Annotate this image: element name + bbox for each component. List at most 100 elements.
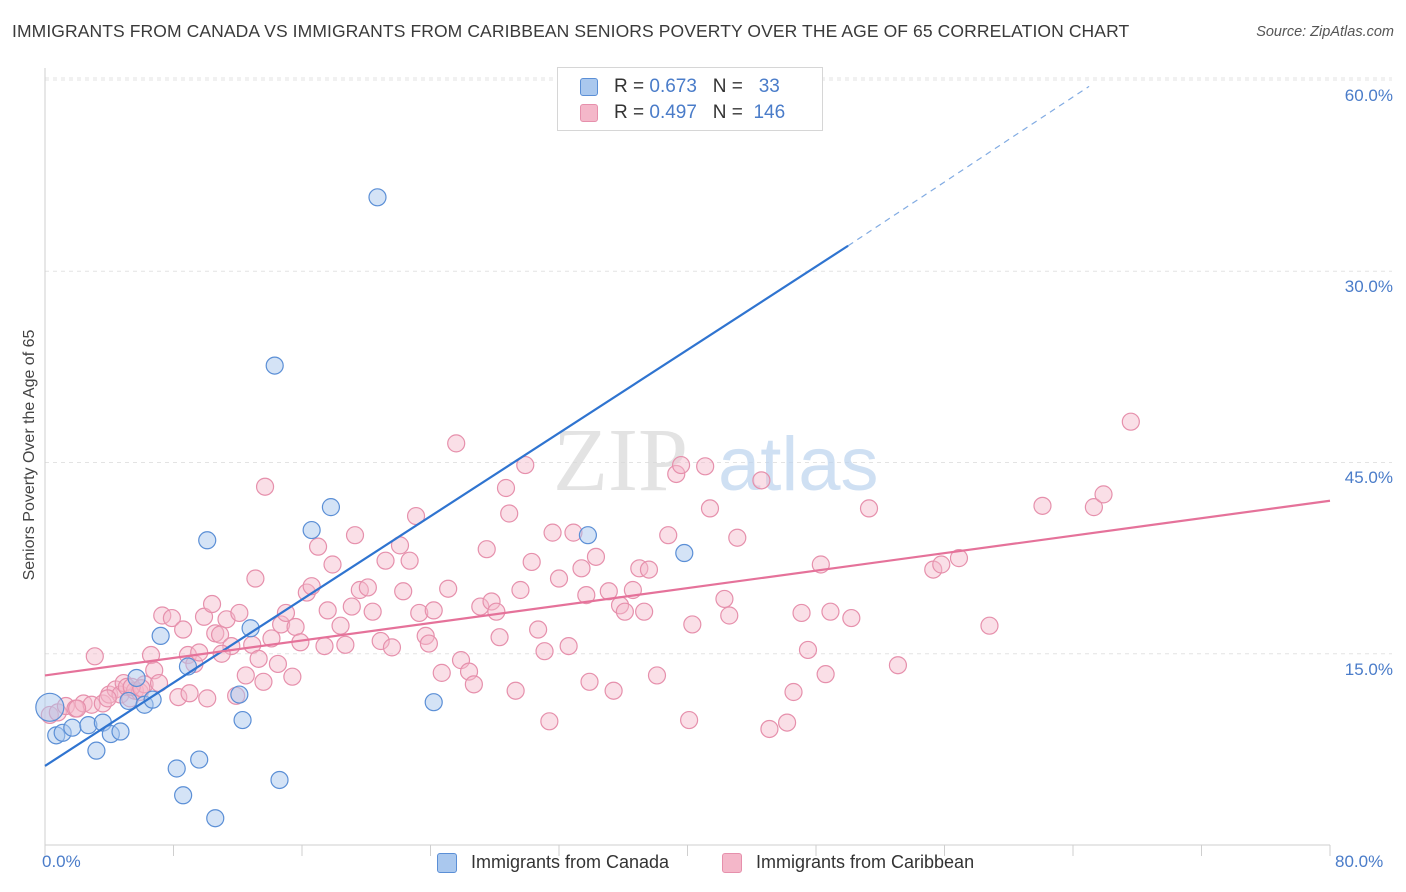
canada-point: [63, 718, 82, 737]
caribbean-point: [202, 594, 222, 614]
legend-canada-r-label: R =: [614, 76, 645, 97]
chart-title: IMMIGRANTS FROM CANADA VS IMMIGRANTS FRO…: [12, 21, 1130, 41]
caribbean-point: [842, 608, 861, 628]
caribbean-point: [174, 620, 193, 639]
canada-point: [270, 770, 289, 790]
x-tick-label-max: 80.0%: [1335, 852, 1384, 871]
caribbean-point: [342, 597, 361, 616]
caribbean-point: [792, 603, 811, 623]
caribbean-point: [268, 654, 288, 674]
caribbean-point: [1084, 498, 1103, 517]
caribbean-point: [358, 578, 377, 597]
caribbean-point: [1094, 485, 1113, 504]
caribbean-point: [1033, 496, 1052, 515]
canada-point: [233, 710, 252, 730]
caribbean-point: [888, 656, 908, 675]
caribbean-point: [506, 681, 525, 700]
caribbean-point: [331, 616, 350, 635]
caribbean-point: [447, 434, 466, 453]
legend-canada-r-value: 0.673: [649, 76, 697, 97]
caribbean-point: [371, 631, 390, 651]
legend-caribbean-n-value: 146: [753, 102, 786, 123]
caribbean-point: [816, 665, 835, 684]
caribbean-point: [586, 547, 606, 566]
caribbean-point: [262, 629, 281, 648]
caribbean-point: [980, 616, 999, 635]
caribbean-point: [604, 681, 623, 700]
canada-trendline: [44, 244, 849, 767]
caribbean-point: [680, 710, 699, 730]
caribbean-trendline: [44, 499, 1331, 677]
caribbean-point: [376, 551, 395, 570]
caribbean-point: [255, 477, 275, 496]
caribbean-point: [859, 499, 879, 518]
source-label: Source: ZipAtlas.com: [1256, 24, 1394, 40]
caribbean-point: [639, 560, 659, 579]
caribbean-point: [821, 602, 840, 621]
caribbean-point: [932, 555, 951, 574]
caribbean-point: [500, 504, 519, 523]
caribbean-point: [419, 634, 438, 653]
caribbean-point: [540, 712, 559, 731]
y-tick-label-60: 60.0%: [1344, 86, 1393, 105]
legend-caribbean-n-label: N =: [712, 102, 743, 123]
caribbean-point: [424, 601, 443, 620]
caribbean-point: [394, 582, 413, 601]
caribbean-point: [249, 649, 268, 668]
x-tick-label-min: 0.0%: [42, 852, 81, 871]
gridlines: [45, 77, 1392, 655]
caribbean-point: [1121, 412, 1140, 431]
caribbean-point: [700, 499, 720, 518]
caribbean-point: [760, 719, 779, 739]
caribbean-point: [439, 579, 458, 598]
caribbean-point: [180, 684, 199, 703]
canada-point: [127, 668, 146, 688]
caribbean-point: [323, 555, 342, 574]
caribbean-point: [210, 625, 230, 644]
canada-point: [578, 526, 598, 545]
caribbean-point: [283, 667, 302, 686]
caribbean-point: [529, 620, 548, 639]
bottom-legend-swatch-caribbean: [722, 853, 742, 873]
caribbean-point: [318, 601, 337, 620]
caribbean-point: [647, 666, 667, 685]
caribbean-point: [487, 602, 506, 621]
caribbean-point: [949, 549, 969, 568]
canada-point: [675, 543, 694, 563]
canada-point: [198, 531, 217, 550]
caribbean-point: [728, 528, 747, 547]
y-tick-label-15: 15.0%: [1344, 660, 1393, 679]
caribbean-point: [615, 602, 634, 621]
caribbean-point: [382, 638, 402, 657]
caribbean-point: [667, 464, 686, 484]
caribbean-point: [482, 592, 501, 611]
caribbean-point: [246, 569, 265, 588]
canada-point: [174, 786, 193, 805]
canada-point: [35, 692, 65, 722]
caribbean-point: [752, 471, 771, 490]
caribbean-point: [400, 551, 419, 570]
caribbean-point: [198, 689, 217, 708]
caribbean-point: [471, 597, 490, 616]
caribbean-point: [308, 537, 328, 556]
caribbean-point: [336, 635, 355, 654]
canada-trendline-extension: [847, 85, 1090, 247]
caribbean-point: [432, 663, 451, 682]
legend-caribbean-r-label: R =: [614, 102, 645, 123]
caribbean-point: [543, 523, 562, 542]
watermark-zip: ZIP: [553, 411, 688, 510]
caribbean-point: [572, 559, 591, 578]
caribbean-point: [516, 455, 535, 475]
caribbean-point: [635, 602, 654, 621]
correlation-legend: R = 0.673 N = 33 R = 0.497 N = 146: [557, 67, 823, 131]
canada-point: [368, 188, 387, 207]
legend-canada-n-label: N =: [712, 76, 743, 97]
caribbean-point: [236, 666, 255, 685]
canada-point: [265, 356, 284, 375]
canada-point: [87, 741, 106, 760]
caribbean-point: [549, 569, 569, 588]
caribbean-point: [141, 645, 161, 665]
caribbean-point: [464, 675, 483, 694]
legend-swatch-canada: [580, 78, 598, 96]
